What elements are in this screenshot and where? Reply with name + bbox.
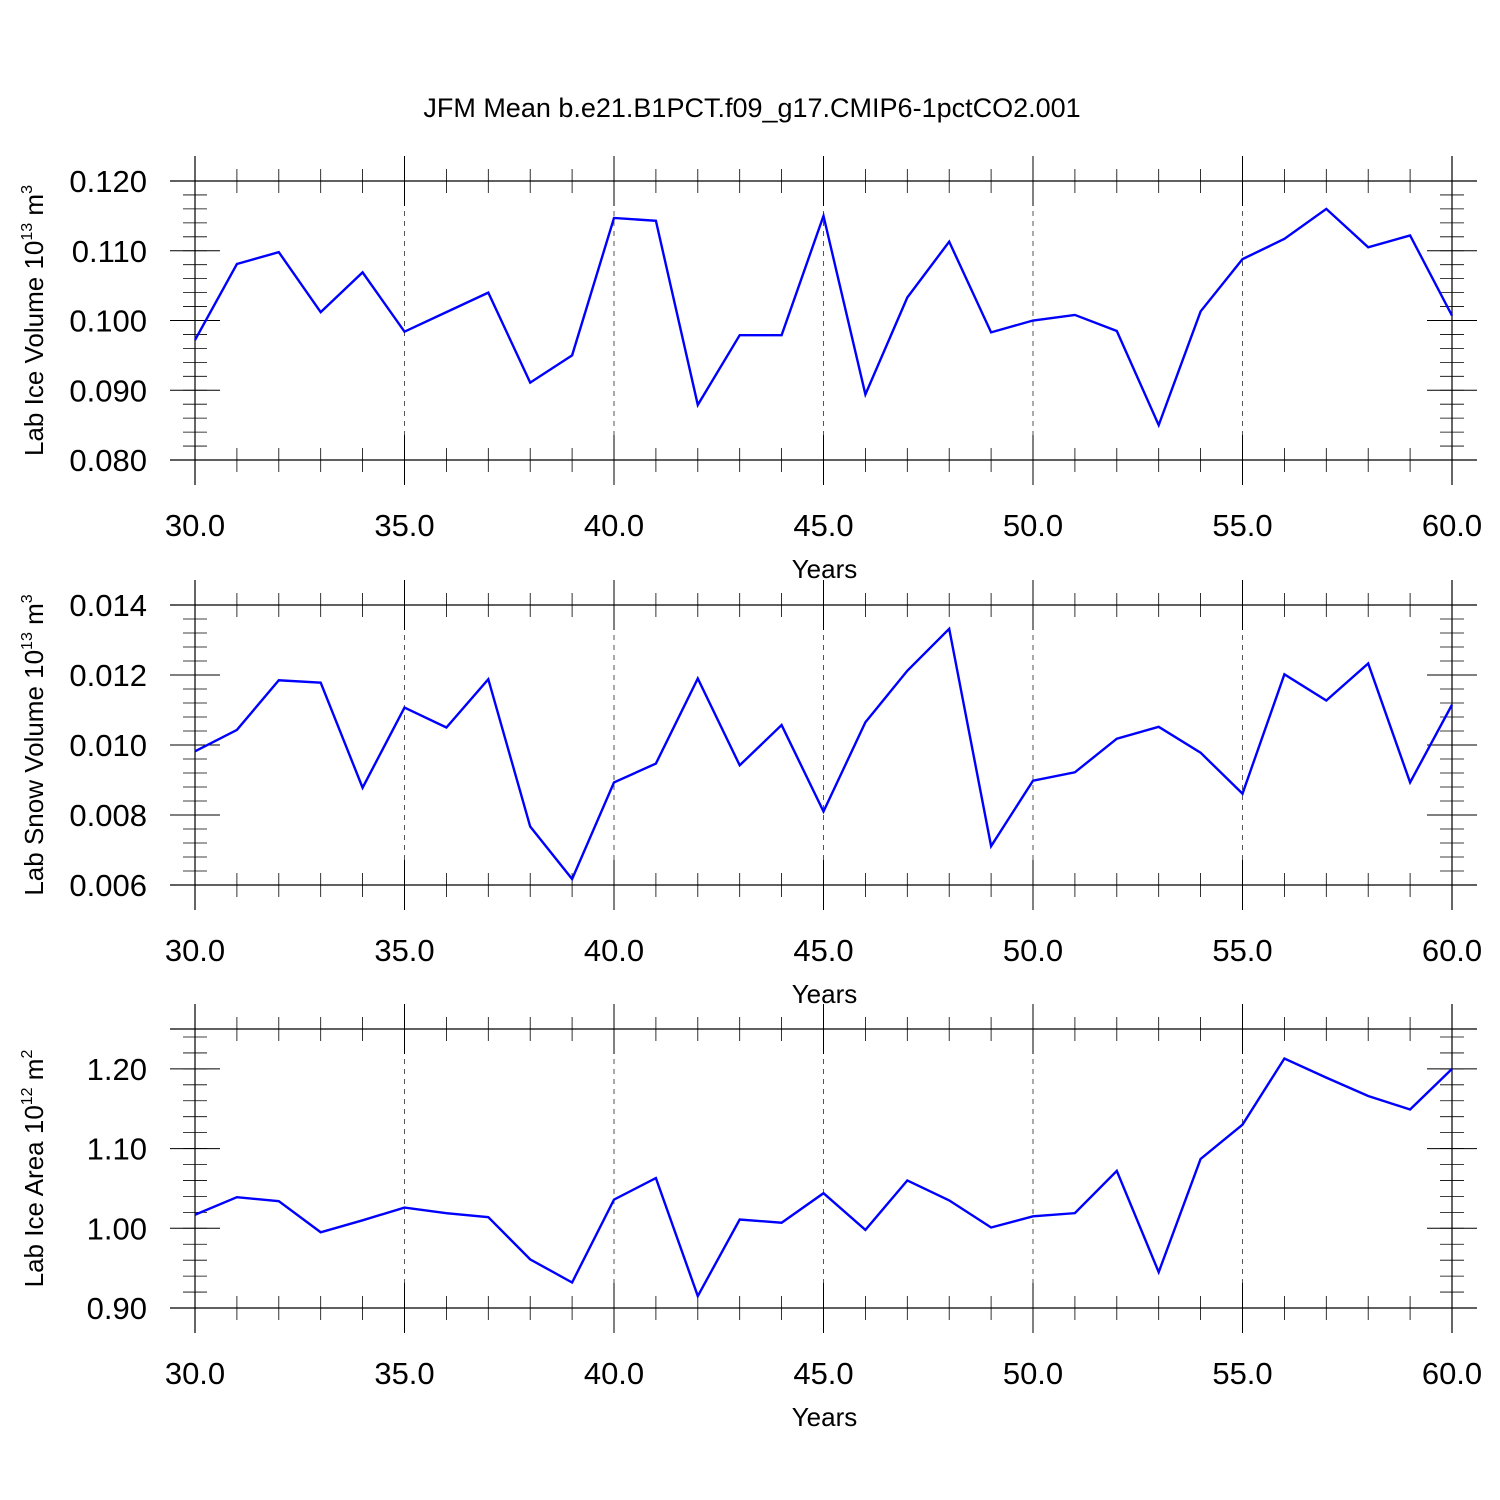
series-line — [194, 1056, 1453, 1299]
y-tick-label: 0.006 — [69, 868, 147, 903]
y-tick-label: 0.090 — [69, 373, 147, 408]
x-tick-label: 45.0 — [793, 933, 853, 968]
x-tick-label: 45.0 — [793, 1356, 853, 1391]
y-tick-label: 0.080 — [69, 443, 147, 478]
y-tick-label: 1.10 — [87, 1132, 147, 1167]
y-tick-label: 0.90 — [87, 1291, 147, 1326]
panel-snow-volume: 0.006 0.008 0.010 0.012 0.014 30.0 35.0 40.0 45.… — [19, 580, 1482, 1009]
x-tick-label: 50.0 — [1003, 1356, 1063, 1391]
x-tick-label: 50.0 — [1003, 508, 1063, 543]
x-tick-label: 35.0 — [374, 933, 434, 968]
x-tick-label: 35.0 — [374, 508, 434, 543]
x-tick-label: 30.0 — [165, 933, 225, 968]
y-tick-label: 0.008 — [69, 798, 147, 833]
x-tick-label: 30.0 — [165, 508, 225, 543]
x-tick-label: 40.0 — [584, 508, 644, 543]
y-tick-label: 0.012 — [69, 658, 147, 693]
panel-ice-area: 0.90 1.00 1.10 1.20 30.0 35.0 40.0 45.0 50.0 55.0… — [19, 1004, 1482, 1432]
x-axis-label: Years — [792, 1402, 858, 1432]
x-tick-label: 35.0 — [374, 1356, 434, 1391]
x-tick-label: 60.0 — [1422, 1356, 1482, 1391]
series-line — [194, 626, 1454, 882]
series-line — [193, 207, 1454, 429]
panel-ice-volume: 0.080 0.090 0.100 0.110 0.120 30.0 35.0 40.0 45.… — [19, 156, 1482, 584]
x-tick-label: 55.0 — [1212, 1356, 1272, 1391]
y-tick-label: 0.120 — [69, 164, 147, 199]
y-tick-label: 0.100 — [69, 304, 147, 339]
x-tick-label: 55.0 — [1212, 508, 1272, 543]
y-tick-label: 0.014 — [69, 588, 147, 623]
x-tick-label: 40.0 — [584, 1356, 644, 1391]
x-tick-label: 30.0 — [165, 1356, 225, 1391]
x-tick-label: 40.0 — [584, 933, 644, 968]
x-axis-label: Years — [792, 979, 858, 1009]
y-axis-label: Lab Ice Volume 1013 m3 — [19, 185, 49, 456]
y-tick-label: 1.00 — [87, 1211, 147, 1246]
y-axis-label: Lab Ice Area 1012 m2 — [19, 1050, 49, 1288]
x-axis-label: Years — [792, 554, 858, 584]
y-tick-label: 1.20 — [87, 1052, 147, 1087]
x-tick-label: 50.0 — [1003, 933, 1063, 968]
y-tick-label: 0.010 — [69, 728, 147, 763]
x-tick-label: 60.0 — [1422, 508, 1482, 543]
y-tick-label: 0.110 — [72, 234, 147, 269]
chart-title: JFM Mean b.e21.B1PCT.f09_g17.CMIP6-1pctC… — [423, 93, 1080, 123]
y-axis-label: Lab Snow Volume 1013 m3 — [19, 594, 49, 895]
x-tick-label: 55.0 — [1212, 933, 1272, 968]
x-tick-label: 45.0 — [793, 508, 853, 543]
x-tick-label: 60.0 — [1422, 933, 1482, 968]
